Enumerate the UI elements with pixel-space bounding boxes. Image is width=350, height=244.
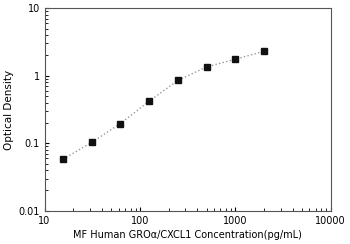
Y-axis label: Optical Density: Optical Density xyxy=(4,70,14,150)
X-axis label: MF Human GROα/CXCL1 Concentration(pg/mL): MF Human GROα/CXCL1 Concentration(pg/mL) xyxy=(73,230,302,240)
